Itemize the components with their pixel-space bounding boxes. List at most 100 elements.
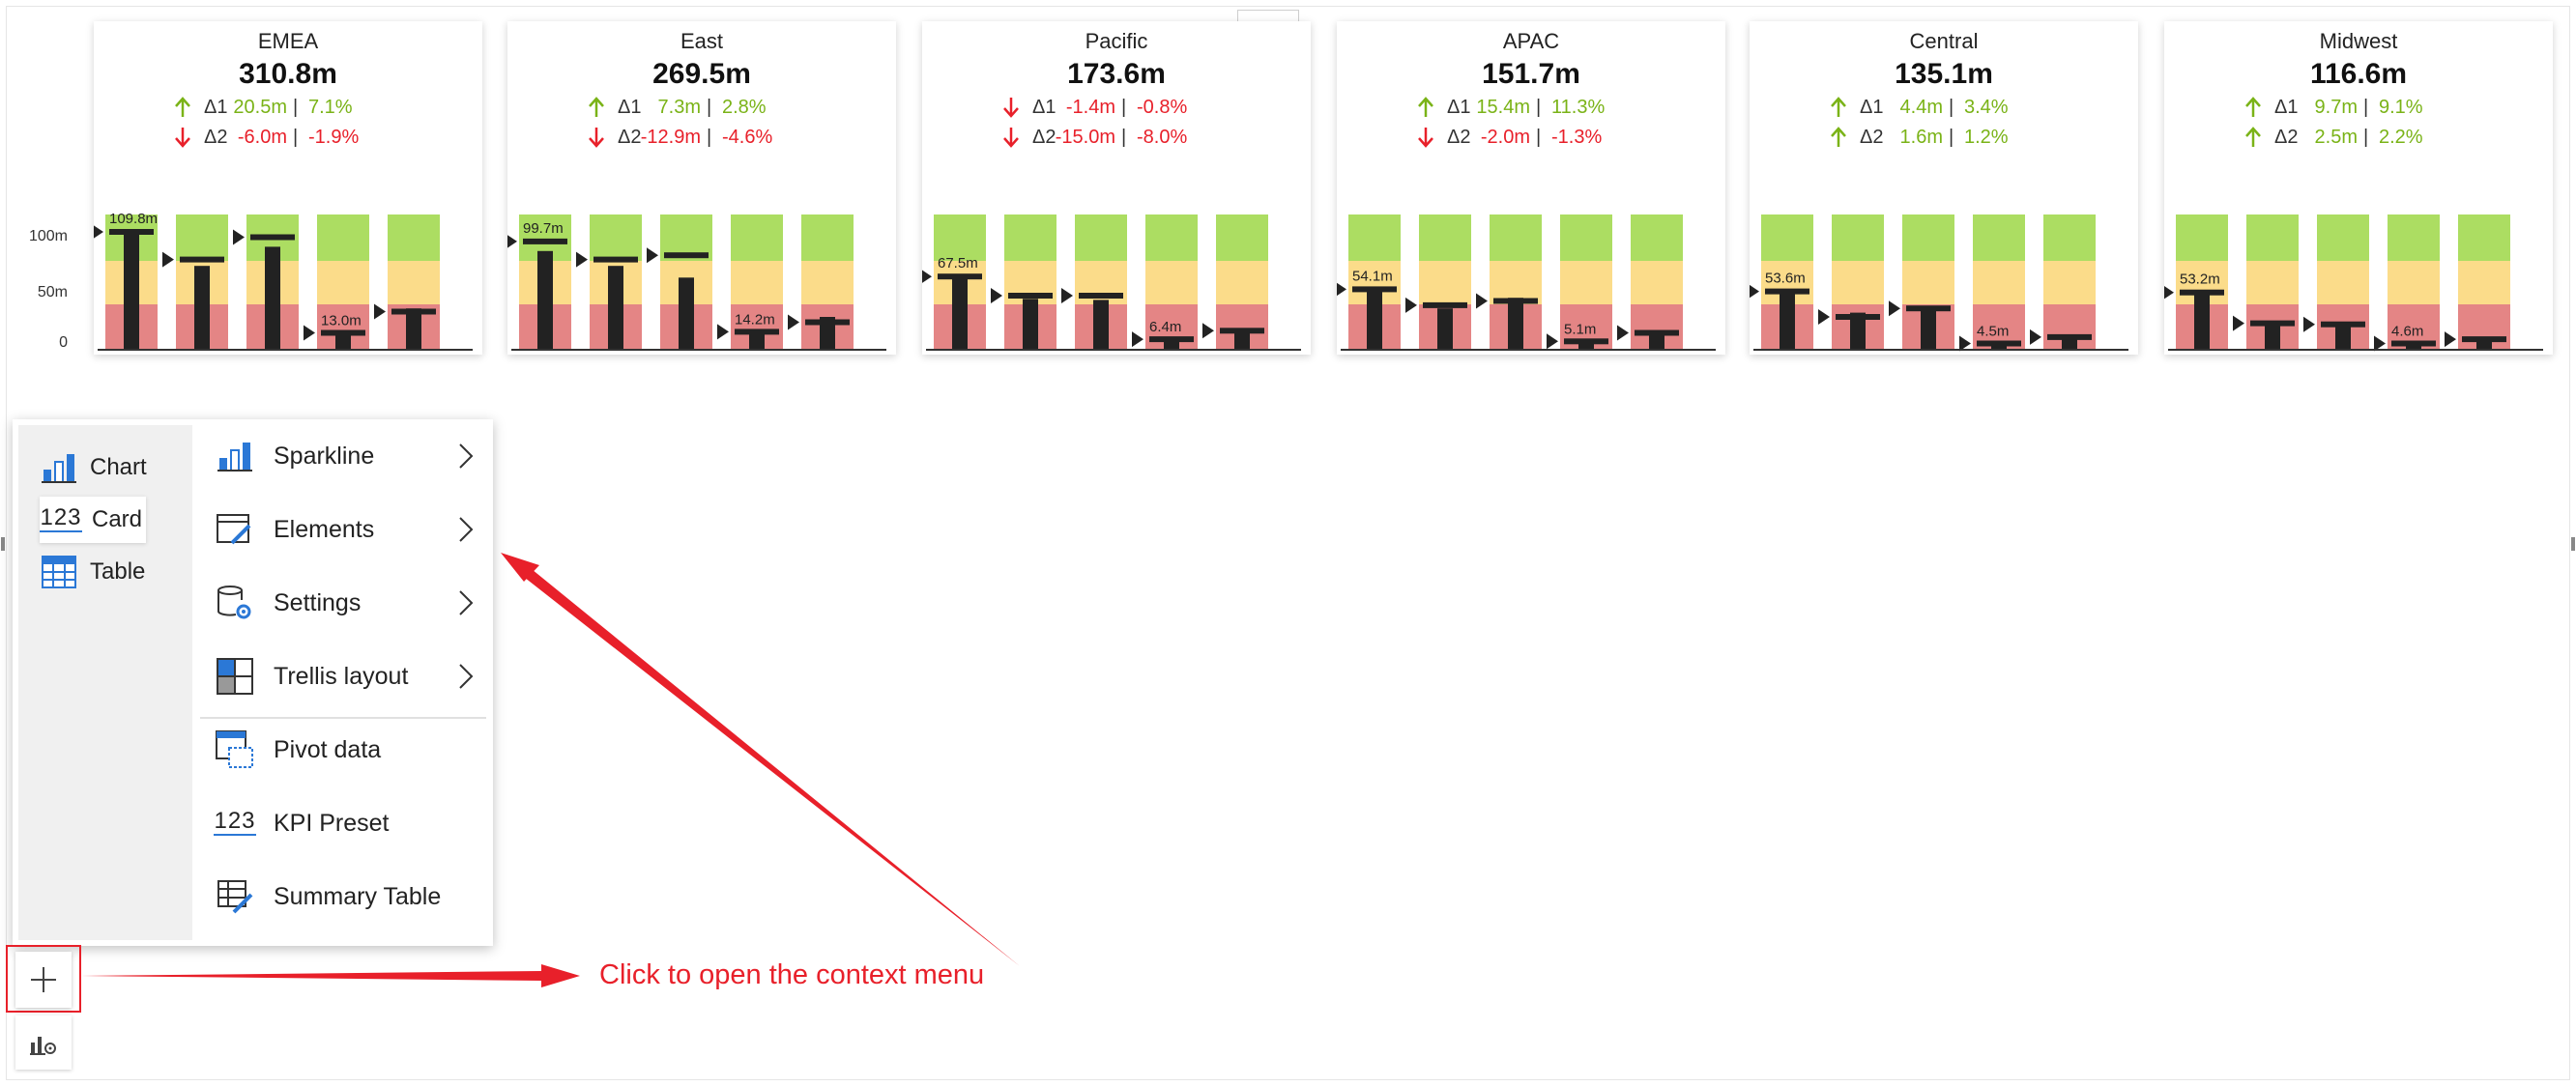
delta-row-d2: Δ2 -15.0m | -8.0%: [922, 127, 1311, 152]
kpi-card-midwest[interactable]: Midwest 116.6m Δ1 9.7m | 9.1% Δ2 2.5m | 2.2% 53.2m…: [2164, 21, 2553, 355]
target-marker: [1635, 329, 1679, 336]
delta-percent: -1.3%: [1551, 127, 1603, 148]
delta-label: Δ2: [2274, 127, 2299, 148]
chart-settings-button[interactable]: [15, 1015, 72, 1070]
sparkline-chart: 109.8m 13.0m: [94, 211, 473, 351]
arrow-down-icon: [1416, 127, 1435, 154]
delta-separator: |: [707, 97, 712, 118]
band-high: [1216, 214, 1268, 261]
menu-item-label: Summary Table: [274, 882, 442, 910]
delta-absolute: -15.0m: [1055, 127, 1115, 148]
pointer-triangle: [2030, 329, 2041, 345]
kpi-card-central[interactable]: Central 135.1m Δ1 4.4m | 3.4% Δ2 1.6m | 1.2% 53.6m…: [1750, 21, 2138, 355]
menu-item-sparkline[interactable]: Sparkline: [198, 427, 488, 485]
delta-row-d2: Δ2 -2.0m | -1.3%: [1337, 127, 1725, 152]
value-bar: [2335, 324, 2351, 349]
band-high: [176, 214, 228, 261]
menu-item-settings[interactable]: Settings: [198, 574, 488, 632]
peak-data-label: 53.6m: [1765, 271, 1806, 287]
arrow-up-icon: [1829, 127, 1848, 154]
card-title: Pacific: [1085, 29, 1148, 53]
menu-item-pivot-data[interactable]: Pivot data: [198, 721, 488, 779]
delta-absolute: -6.0m: [237, 127, 287, 148]
band-high: [731, 214, 783, 261]
target-marker: [2180, 289, 2224, 296]
target-marker: [1149, 336, 1194, 343]
delta-separator: |: [1121, 97, 1127, 118]
arrow-up-icon: [587, 97, 606, 124]
add-button[interactable]: [15, 952, 72, 1008]
delta-label: Δ1: [1447, 97, 1471, 118]
delta-label: Δ2: [204, 127, 228, 148]
delta-percent: 11.3%: [1551, 97, 1606, 118]
menu-category-table[interactable]: Table: [38, 549, 192, 595]
target-marker: [1977, 340, 2021, 347]
band-mid: [731, 261, 783, 304]
min-data-label: 4.6m: [2391, 324, 2423, 340]
target-marker: [523, 238, 567, 244]
delta-percent: 7.1%: [308, 97, 353, 118]
band-mid: [2388, 261, 2440, 304]
band-mid: [1560, 261, 1612, 304]
value-bar: [1578, 342, 1594, 349]
menu-category-chart[interactable]: Chart: [38, 444, 192, 491]
value-bar: [124, 234, 139, 349]
pivot-icon: [210, 730, 260, 769]
delta-percent: 9.1%: [2379, 97, 2423, 118]
band-mid: [801, 261, 854, 304]
card-value: 310.8m: [239, 58, 337, 90]
123-icon: 123: [214, 808, 256, 836]
menu-category-label: Table: [90, 558, 146, 585]
pointer-triangle: [304, 325, 315, 341]
target-marker: [593, 256, 638, 263]
pointer-triangle: [1061, 288, 1073, 303]
kpi-card-east[interactable]: East 269.5m Δ1 7.3m | 2.8% Δ2 -12.9m | -4.6% 99.7m…: [507, 21, 896, 355]
band-high: [1560, 214, 1612, 261]
delta-percent: 3.4%: [1964, 97, 2009, 118]
table-icon: [38, 556, 80, 588]
band-high: [934, 214, 986, 261]
kpi-card-apac[interactable]: APAC 151.7m Δ1 15.4m | 11.3% Δ2 -2.0m | -1.3% 54.1…: [1337, 21, 1725, 355]
menu-item-elements[interactable]: Elements: [198, 500, 488, 558]
context-menu: Chart 123 Card Table: [13, 419, 493, 946]
delta-separator: |: [2363, 127, 2369, 148]
pointer-triangle: [2233, 315, 2244, 331]
menu-item-summary-table[interactable]: Summary Table: [198, 868, 488, 926]
delta-absolute: 1.6m: [1899, 127, 1943, 148]
arrow-down-icon: [173, 127, 192, 154]
value-bar: [952, 277, 968, 349]
resize-handle-right[interactable]: [2571, 537, 2575, 551]
band-high: [1832, 214, 1884, 261]
delta-separator: |: [2363, 97, 2369, 118]
pointer-triangle: [1405, 297, 1417, 313]
arrow-down-icon: [1001, 97, 1021, 124]
delta-row-d1: Δ1 7.3m | 2.8%: [507, 97, 896, 122]
card-value: 135.1m: [1895, 58, 1993, 90]
value-bar: [2476, 338, 2492, 349]
delta-percent: -0.8%: [1137, 97, 1188, 118]
value-bar: [406, 308, 421, 349]
axis-label-50m: 50m: [37, 284, 68, 300]
chart-settings-icon: [30, 1037, 56, 1055]
elements-edit-icon: [210, 512, 260, 547]
value-bar: [1234, 332, 1250, 349]
menu-category-card[interactable]: 123 Card: [40, 497, 146, 543]
menu-item-kpi-preset[interactable]: 123 KPI Preset: [198, 794, 488, 852]
arrow-down-icon: [1001, 127, 1021, 154]
kpi-card-pacific[interactable]: Pacific 173.6m Δ1 -1.4m | -0.8% Δ2 -15.0m | -8.0%…: [922, 21, 1311, 355]
kpi-card-emea[interactable]: EMEA 310.8m Δ1 20.5m | 7.1% Δ2 -6.0m | -1.9% 109.8…: [94, 21, 482, 355]
resize-handle-left[interactable]: [1, 537, 5, 551]
database-gear-icon: [210, 585, 260, 621]
target-marker: [1564, 338, 1608, 345]
target-marker: [1906, 305, 1951, 312]
band-high: [1902, 214, 1954, 261]
menu-item-trellis-layout[interactable]: Trellis layout: [198, 647, 488, 705]
value-bar: [2194, 291, 2210, 349]
pointer-triangle: [647, 247, 658, 264]
arrow-up-icon: [2243, 127, 2263, 154]
delta-row-d2: Δ2 -12.9m | -4.6%: [507, 127, 896, 152]
menu-item-label: Settings: [274, 588, 362, 616]
delta-absolute: 9.7m: [2314, 97, 2358, 118]
value-bar: [749, 333, 765, 349]
min-data-label: 6.4m: [1149, 319, 1181, 335]
